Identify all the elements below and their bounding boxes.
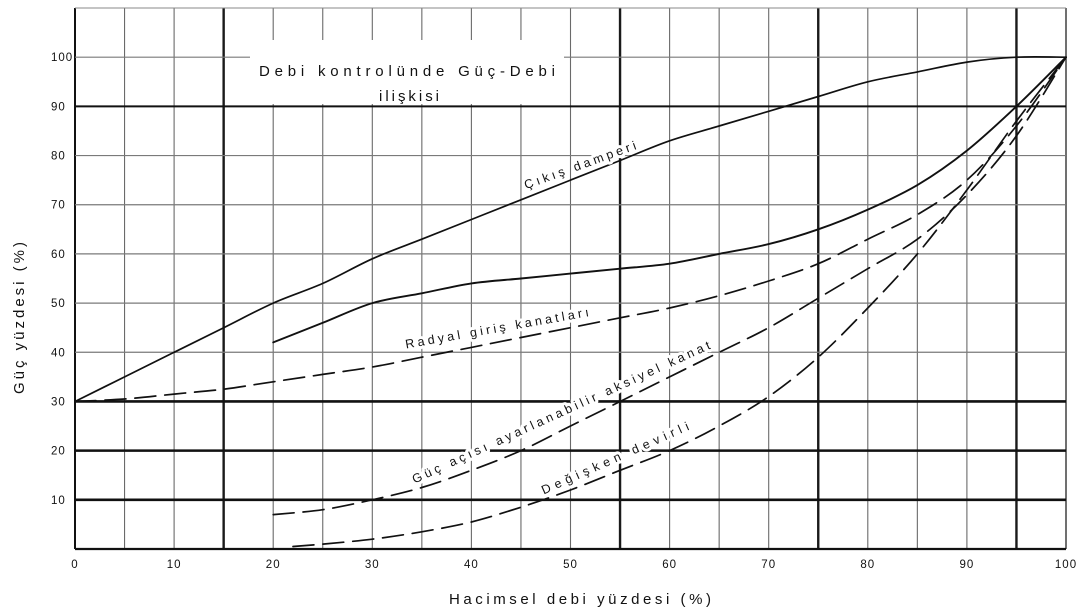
y-tick-label: 50 xyxy=(51,298,66,310)
x-tick-label: 100 xyxy=(1055,559,1077,571)
y-tick-label: 30 xyxy=(51,396,66,408)
x-tick-label: 80 xyxy=(860,559,875,571)
y-tick-label: 90 xyxy=(51,101,66,113)
title-box xyxy=(250,40,564,104)
x-tick-label: 0 xyxy=(71,559,78,571)
series-line-3 xyxy=(272,56,1067,516)
x-tick-label: 70 xyxy=(761,559,776,571)
series-line-4 xyxy=(292,56,1067,548)
chart-title-line-2: ilişkisi xyxy=(379,88,439,105)
x-tick-label: 30 xyxy=(365,559,380,571)
x-tick-label: 10 xyxy=(167,559,182,571)
x-tick-label: 20 xyxy=(266,559,281,571)
x-tick-label: 40 xyxy=(464,559,479,571)
x-tick-labels: 0 10 20 30 40 50 60 70 80 90 100 xyxy=(71,559,1077,571)
y-tick-label: 40 xyxy=(51,347,66,359)
series-layer xyxy=(74,55,1067,548)
y-tick-label: 70 xyxy=(51,200,66,212)
series-line-2 xyxy=(74,56,1067,403)
x-tick-label: 90 xyxy=(960,559,975,571)
y-tick-label: 20 xyxy=(51,446,66,458)
y-tick-label: 80 xyxy=(51,151,66,163)
y-tick-labels: 10 20 30 40 50 60 70 80 90 100 xyxy=(51,52,73,507)
series-line-0 xyxy=(74,55,1067,403)
y-tick-label: 10 xyxy=(51,495,66,507)
series-line-1 xyxy=(272,56,1067,344)
grid xyxy=(74,7,1067,551)
y-tick-label: 60 xyxy=(51,249,66,261)
y-tick-label: 100 xyxy=(51,52,73,64)
x-tick-label: 60 xyxy=(662,559,677,571)
x-tick-label: 50 xyxy=(563,559,578,571)
